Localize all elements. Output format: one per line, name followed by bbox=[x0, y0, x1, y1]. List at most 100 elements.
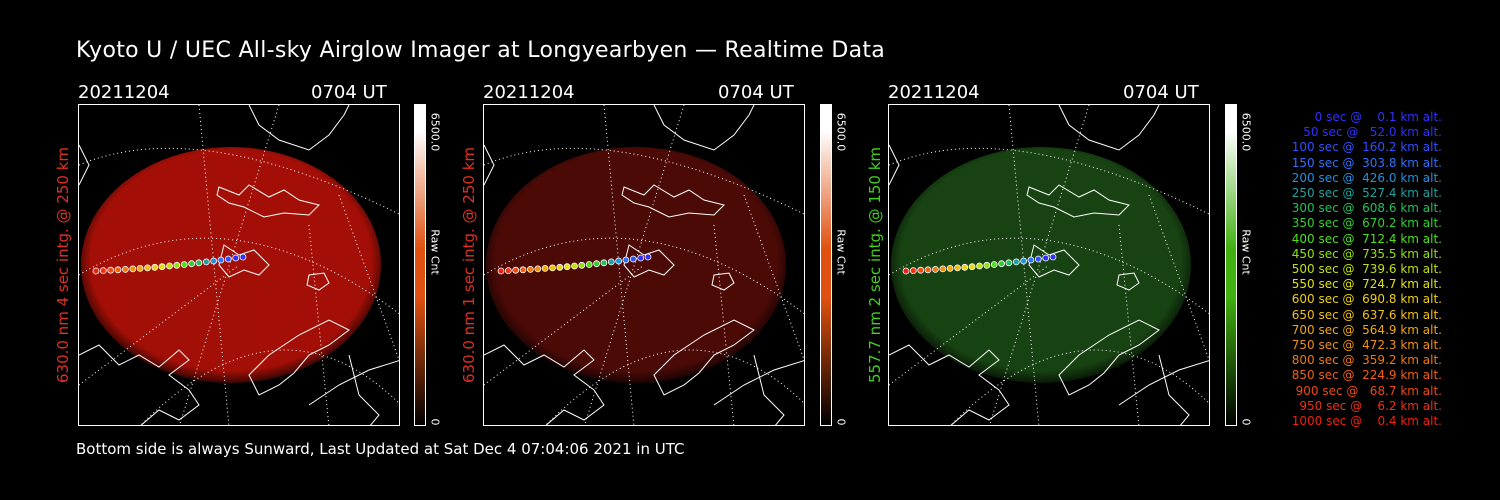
trajectory-point bbox=[593, 260, 600, 268]
trajectory-point bbox=[534, 265, 542, 273]
legend-entry: 1000 sec @ 0.4 km alt. bbox=[1291, 414, 1442, 429]
panel-3-image bbox=[888, 104, 1210, 426]
trajectory-point bbox=[144, 264, 151, 272]
coastline bbox=[216, 184, 320, 218]
trajectory-point bbox=[939, 265, 947, 273]
trajectory-legend: 0 sec @ 0.1 km alt. 50 sec @ 52.0 km alt… bbox=[1262, 110, 1442, 429]
trajectory-point bbox=[1042, 254, 1050, 262]
coastline bbox=[1026, 184, 1130, 218]
legend-entry: 750 sec @ 472.3 km alt. bbox=[1287, 338, 1442, 353]
trajectory-point bbox=[92, 267, 100, 275]
latitude-circle bbox=[79, 237, 399, 315]
trajectory-point bbox=[188, 260, 195, 268]
panel-1-cbar-min: 0 bbox=[428, 418, 442, 426]
trajectory-point bbox=[1049, 253, 1057, 261]
sky-map bbox=[889, 105, 1209, 425]
trajectory-point bbox=[637, 254, 645, 262]
legend-entry: 400 sec @ 712.4 km alt. bbox=[1287, 231, 1442, 246]
legend-entry: 850 sec @ 224.9 km alt. bbox=[1287, 368, 1442, 383]
legend-entry: 350 sec @ 670.2 km alt. bbox=[1287, 216, 1442, 231]
trajectory-point bbox=[600, 259, 608, 267]
trajectory-point bbox=[239, 253, 247, 261]
coastline bbox=[79, 144, 90, 186]
panel-1-colorbar-labels: 6500.0 Raw Cnt 0 bbox=[428, 104, 442, 426]
panel-1-image bbox=[78, 104, 400, 426]
trajectory-point bbox=[549, 264, 556, 272]
trajectory-point bbox=[932, 265, 939, 273]
coastline bbox=[889, 144, 900, 186]
panel-3-date: 20211204 bbox=[888, 82, 980, 103]
trajectory-point bbox=[629, 255, 637, 263]
trajectory-point bbox=[924, 266, 932, 274]
sky-map bbox=[484, 105, 804, 425]
panel-2-ylabel-text: 630.0 nm 1 sec intg. @ 250 km bbox=[460, 146, 478, 384]
trajectory-point bbox=[990, 261, 998, 268]
airglow-field bbox=[891, 147, 1191, 383]
trajectory-point bbox=[968, 263, 976, 271]
coastline bbox=[889, 344, 1010, 425]
trajectory-point bbox=[195, 259, 203, 267]
trajectory-point bbox=[563, 263, 571, 271]
trajectory-point bbox=[615, 257, 623, 265]
latitude-circle bbox=[545, 349, 804, 425]
meridian bbox=[889, 264, 1050, 386]
legend-entry: 250 sec @ 527.4 km alt. bbox=[1287, 186, 1442, 201]
trajectory-point bbox=[107, 266, 115, 274]
legend-entry: 700 sec @ 564.9 km alt. bbox=[1287, 322, 1442, 337]
trajectory-point bbox=[504, 267, 512, 275]
legend-entry: 0 sec @ 0.1 km alt. bbox=[1303, 110, 1442, 124]
meridian bbox=[484, 264, 645, 386]
legend-entry: 50 sec @ 52.0 km alt. bbox=[1295, 125, 1442, 140]
trajectory-point bbox=[180, 261, 188, 268]
trajectory-point bbox=[1012, 258, 1020, 266]
panel-3-ylabel-text: 557.7 nm 2 sec intg. @ 150 km bbox=[866, 146, 884, 384]
trajectory-point bbox=[976, 262, 983, 270]
panel-2-time: 0704 UT bbox=[718, 82, 794, 103]
coastline bbox=[1116, 272, 1140, 291]
panel-1-colorbar bbox=[414, 104, 426, 426]
panel-2-cbar-label: Raw Cnt bbox=[834, 229, 848, 275]
coastline bbox=[306, 272, 330, 291]
trajectory-point bbox=[1005, 259, 1013, 267]
airglow-field bbox=[486, 147, 786, 383]
coastline bbox=[248, 105, 350, 151]
panel-3-cbar-min: 0 bbox=[1239, 418, 1253, 426]
trajectory-point bbox=[571, 262, 578, 270]
panel-1-cbar-max: 6500.0 bbox=[428, 112, 442, 152]
panel-2-cbar-min: 0 bbox=[834, 418, 848, 426]
legend-entry: 150 sec @ 303.8 km alt. bbox=[1287, 155, 1442, 170]
coastline bbox=[753, 354, 785, 425]
panel-2-colorbar bbox=[820, 104, 832, 426]
coastline bbox=[1118, 360, 1209, 406]
trajectory-point bbox=[644, 253, 652, 261]
trajectory-point bbox=[527, 265, 534, 273]
trajectory-point bbox=[541, 264, 549, 272]
trajectory-point bbox=[998, 260, 1005, 268]
trajectory-point bbox=[1034, 255, 1042, 263]
trajectory-point bbox=[917, 266, 925, 274]
meridian bbox=[584, 105, 685, 425]
legend-entry: 100 sec @ 160.2 km alt. bbox=[1287, 140, 1442, 155]
legend-entry: 450 sec @ 735.5 km alt. bbox=[1287, 246, 1442, 261]
panel-2-image bbox=[483, 104, 805, 426]
panel-3-colorbar-labels: 6500.0 Raw Cnt 0 bbox=[1239, 104, 1253, 426]
meridian bbox=[79, 264, 240, 386]
coastline bbox=[1028, 244, 1080, 278]
sky-map bbox=[79, 105, 399, 425]
latitude-circle bbox=[950, 349, 1209, 425]
coastline bbox=[1058, 319, 1160, 396]
panel-1-cbar-label: Raw Cnt bbox=[428, 229, 442, 275]
trajectory-point bbox=[136, 264, 144, 272]
latitude-circle bbox=[484, 237, 804, 315]
coastline bbox=[713, 360, 804, 406]
trajectory-point bbox=[166, 262, 173, 270]
panel-3-ylabel: 557.7 nm 2 sec intg. @ 150 km bbox=[864, 104, 886, 426]
trajectory-point bbox=[129, 265, 137, 273]
trajectory-point bbox=[556, 263, 564, 271]
trajectory-point bbox=[961, 263, 969, 271]
legend-entry: 600 sec @ 690.8 km alt. bbox=[1287, 292, 1442, 307]
trajectory-point bbox=[122, 265, 129, 273]
coastline bbox=[1058, 105, 1160, 151]
coastline bbox=[653, 319, 755, 396]
trajectory-point bbox=[1020, 257, 1028, 265]
